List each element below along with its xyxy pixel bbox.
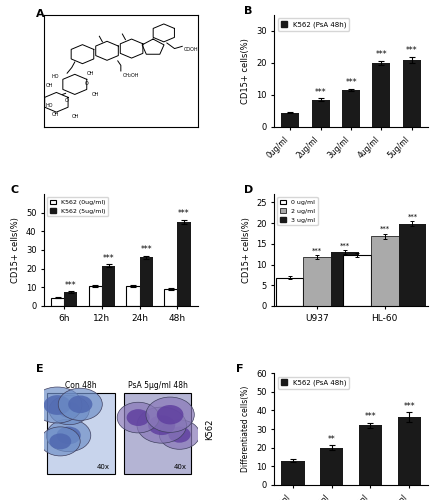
Bar bbox=[89, 286, 102, 306]
Bar bbox=[359, 426, 382, 485]
Circle shape bbox=[68, 396, 93, 413]
Circle shape bbox=[46, 419, 91, 452]
Bar bbox=[281, 112, 299, 127]
Text: ***: *** bbox=[141, 245, 152, 254]
Circle shape bbox=[157, 405, 183, 424]
Text: E: E bbox=[37, 364, 44, 374]
Y-axis label: CD15+ cells(%): CD15+ cells(%) bbox=[242, 38, 250, 104]
Bar bbox=[399, 224, 426, 306]
Bar bbox=[140, 258, 153, 306]
Text: CH₂OH: CH₂OH bbox=[122, 73, 139, 78]
Bar bbox=[276, 278, 303, 306]
Bar bbox=[312, 100, 330, 127]
Text: ***: *** bbox=[312, 248, 322, 254]
Text: O: O bbox=[65, 98, 69, 102]
Text: OH: OH bbox=[87, 72, 94, 76]
FancyBboxPatch shape bbox=[124, 393, 191, 474]
Text: ***: *** bbox=[178, 210, 190, 218]
Circle shape bbox=[58, 402, 80, 418]
Bar bbox=[127, 286, 140, 306]
Circle shape bbox=[137, 407, 187, 443]
Text: HO: HO bbox=[45, 103, 53, 108]
Text: ***: *** bbox=[365, 412, 376, 421]
Bar bbox=[397, 417, 421, 485]
Bar bbox=[403, 60, 421, 127]
Bar bbox=[303, 257, 331, 306]
Bar bbox=[51, 298, 64, 306]
Legend: K562 (PsA 48h): K562 (PsA 48h) bbox=[278, 18, 349, 30]
Circle shape bbox=[148, 415, 175, 435]
Bar bbox=[164, 289, 177, 306]
Bar bbox=[177, 222, 191, 306]
Bar bbox=[320, 448, 343, 485]
Text: PsA 5μg/ml 48h: PsA 5μg/ml 48h bbox=[128, 381, 187, 390]
Bar bbox=[342, 90, 360, 127]
Text: ***: *** bbox=[103, 254, 114, 263]
Text: ***: *** bbox=[376, 50, 387, 59]
Text: 40x: 40x bbox=[97, 464, 110, 470]
Text: COOH: COOH bbox=[184, 47, 198, 52]
Text: OH: OH bbox=[72, 114, 79, 119]
Circle shape bbox=[117, 402, 159, 433]
Circle shape bbox=[146, 397, 194, 432]
Text: Con 48h: Con 48h bbox=[65, 381, 97, 390]
Text: K562: K562 bbox=[205, 418, 214, 440]
FancyBboxPatch shape bbox=[47, 393, 115, 474]
Circle shape bbox=[49, 396, 89, 424]
Bar bbox=[344, 255, 371, 306]
Bar bbox=[281, 461, 305, 485]
Text: 40x: 40x bbox=[174, 464, 187, 470]
Text: ***: *** bbox=[404, 402, 415, 411]
Bar bbox=[64, 292, 78, 306]
Text: O: O bbox=[85, 81, 89, 86]
Circle shape bbox=[56, 426, 81, 444]
Text: OH: OH bbox=[45, 82, 53, 87]
Text: ***: *** bbox=[340, 242, 350, 248]
Bar bbox=[372, 63, 390, 127]
Legend: 0 ug/ml, 2 ug/ml, 3 ug/ml: 0 ug/ml, 2 ug/ml, 3 ug/ml bbox=[277, 197, 318, 225]
Circle shape bbox=[127, 409, 150, 426]
Text: B: B bbox=[243, 6, 252, 16]
Text: ***: *** bbox=[380, 226, 390, 232]
Circle shape bbox=[44, 395, 71, 415]
Circle shape bbox=[58, 388, 102, 420]
Circle shape bbox=[159, 420, 200, 450]
Legend: K562 (PsA 48h): K562 (PsA 48h) bbox=[278, 376, 349, 388]
Text: ***: *** bbox=[65, 280, 77, 289]
Text: OH: OH bbox=[52, 112, 59, 116]
Y-axis label: CD15+ cells(%): CD15+ cells(%) bbox=[11, 217, 20, 283]
Circle shape bbox=[49, 434, 71, 450]
Text: ***: *** bbox=[315, 88, 326, 96]
Y-axis label: CD15+ cells(%): CD15+ cells(%) bbox=[242, 217, 250, 283]
Bar bbox=[331, 252, 359, 306]
Circle shape bbox=[168, 426, 191, 442]
Text: D: D bbox=[243, 185, 253, 195]
Text: F: F bbox=[236, 364, 243, 374]
Text: A: A bbox=[37, 10, 45, 20]
Bar bbox=[371, 236, 399, 306]
Circle shape bbox=[33, 387, 82, 423]
Text: C: C bbox=[10, 185, 19, 195]
Bar bbox=[102, 266, 115, 306]
Text: ***: *** bbox=[406, 46, 418, 54]
Text: ***: *** bbox=[407, 214, 418, 220]
Text: HO: HO bbox=[52, 74, 59, 78]
Text: ***: *** bbox=[345, 78, 357, 87]
Y-axis label: Differentiated cells(%): Differentiated cells(%) bbox=[242, 386, 250, 472]
Text: OH: OH bbox=[92, 92, 99, 96]
Text: **: ** bbox=[328, 435, 336, 444]
Legend: K562 (0ug/ml), K562 (5ug/ml): K562 (0ug/ml), K562 (5ug/ml) bbox=[47, 197, 108, 216]
Circle shape bbox=[41, 427, 80, 456]
